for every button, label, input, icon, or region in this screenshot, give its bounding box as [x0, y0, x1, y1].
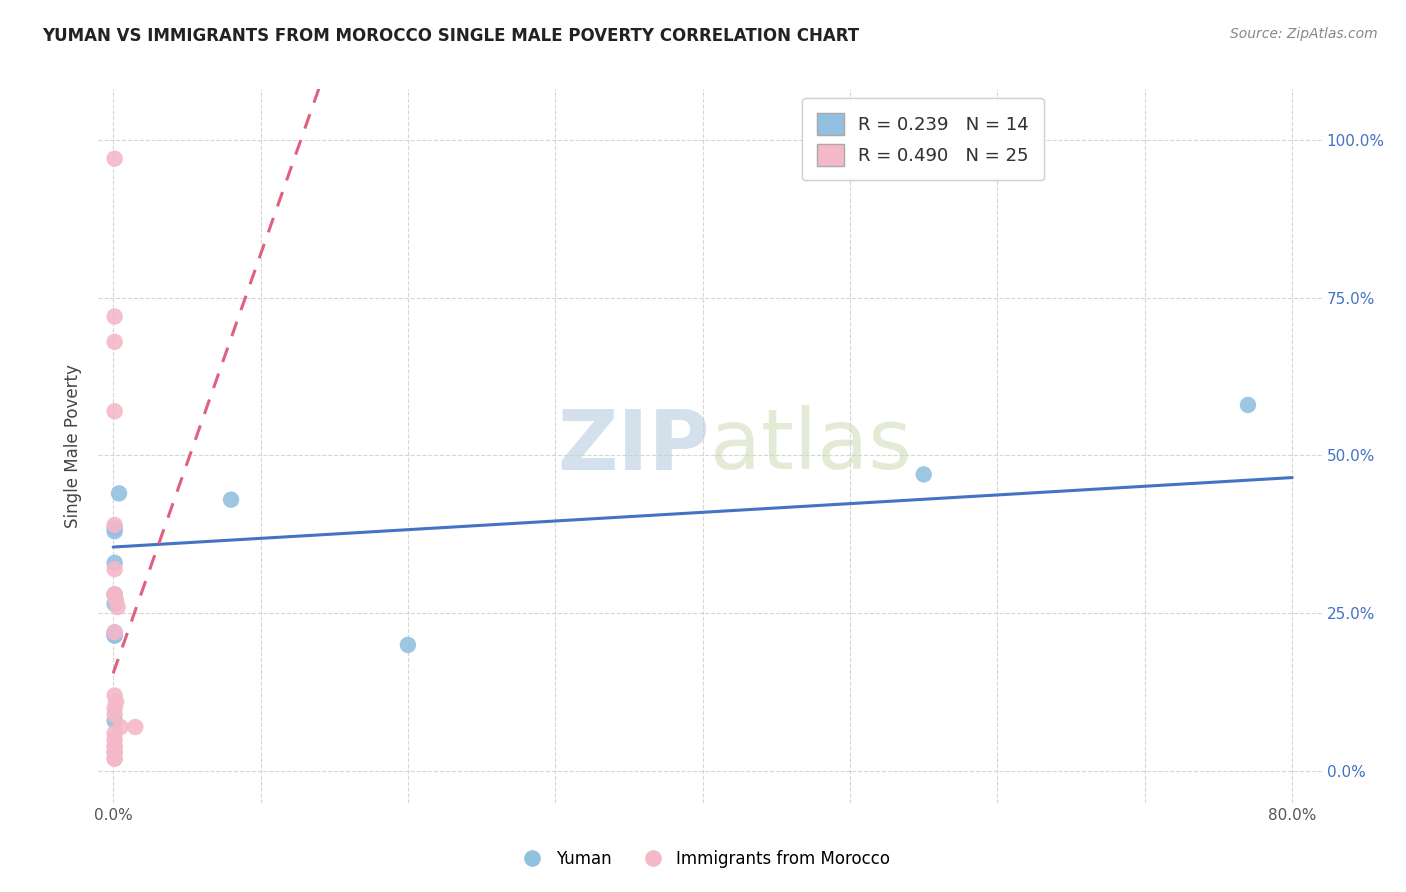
Point	[104, 751, 127, 765]
Point	[107, 600, 129, 615]
Point	[104, 707, 127, 722]
Point	[104, 404, 127, 418]
Point	[104, 521, 127, 535]
Text: Source: ZipAtlas.com: Source: ZipAtlas.com	[1230, 27, 1378, 41]
Y-axis label: Single Male Poverty: Single Male Poverty	[65, 364, 83, 528]
Point	[104, 726, 127, 740]
Point	[396, 638, 419, 652]
Text: ZIP: ZIP	[558, 406, 710, 486]
Point	[104, 628, 127, 642]
Point	[104, 597, 127, 611]
Point	[104, 745, 127, 759]
Point	[104, 517, 127, 532]
Point	[104, 739, 127, 753]
Point	[104, 732, 127, 747]
Point	[104, 625, 127, 640]
Point	[104, 524, 127, 539]
Point	[104, 562, 127, 576]
Point	[104, 628, 127, 642]
Point	[104, 556, 127, 570]
Point	[105, 695, 128, 709]
Point	[104, 587, 127, 601]
Legend: R = 0.239   N = 14, R = 0.490   N = 25: R = 0.239 N = 14, R = 0.490 N = 25	[803, 98, 1043, 180]
Point	[104, 334, 127, 349]
Point	[104, 751, 127, 765]
Point	[104, 689, 127, 703]
Point	[104, 714, 127, 728]
Text: atlas: atlas	[710, 406, 911, 486]
Point	[912, 467, 935, 482]
Point	[104, 587, 127, 601]
Point	[104, 152, 127, 166]
Text: YUMAN VS IMMIGRANTS FROM MOROCCO SINGLE MALE POVERTY CORRELATION CHART: YUMAN VS IMMIGRANTS FROM MOROCCO SINGLE …	[42, 27, 859, 45]
Legend: Yuman, Immigrants from Morocco: Yuman, Immigrants from Morocco	[509, 844, 897, 875]
Point	[124, 720, 146, 734]
Point	[104, 310, 127, 324]
Point	[104, 625, 127, 640]
Point	[108, 486, 131, 500]
Point	[104, 701, 127, 715]
Point	[104, 587, 127, 601]
Point	[110, 720, 132, 734]
Point	[104, 739, 127, 753]
Point	[219, 492, 242, 507]
Point	[1237, 398, 1260, 412]
Point	[104, 745, 127, 759]
Point	[105, 593, 128, 607]
